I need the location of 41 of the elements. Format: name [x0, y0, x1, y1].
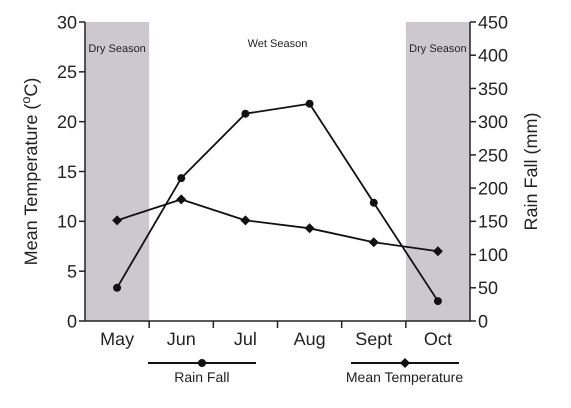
y2-tick-label: 100 — [478, 244, 508, 265]
point — [370, 198, 378, 207]
y-tick-label: 10 — [56, 212, 77, 232]
y2-tick-label: 50 — [478, 278, 498, 298]
point — [432, 246, 443, 256]
band-label: Dry Season — [409, 43, 467, 55]
x-tick-label: Jul — [234, 329, 257, 349]
y2-tick-label: 300 — [478, 112, 508, 132]
y2-tick-label: 450 — [478, 12, 508, 32]
y-tick-label: 0 — [66, 311, 77, 332]
y-tick-label: 30 — [56, 12, 77, 32]
point — [306, 100, 314, 108]
legend-label: Rain Fall — [174, 369, 230, 385]
y-tick-label: 25 — [56, 62, 77, 82]
y-tick-label: 15 — [56, 162, 77, 182]
x-tick-label: Jun — [166, 329, 196, 349]
point — [434, 297, 442, 306]
y2-tick-label: 200 — [478, 178, 508, 198]
x-tick-label: Oct — [424, 329, 452, 349]
band-label: Dry Season — [88, 43, 146, 55]
point — [177, 174, 186, 182]
point — [113, 284, 122, 292]
point — [176, 194, 186, 204]
x-tick-label: Aug — [294, 329, 326, 349]
point — [304, 223, 315, 234]
y2-tick-label: 150 — [478, 212, 508, 232]
y2-tick-label: 0 — [478, 311, 488, 332]
y2-tick-label: 400 — [478, 46, 508, 66]
annotation: Wet Season — [248, 38, 308, 50]
x-tick-label: Sept — [355, 329, 392, 349]
x-tick-label: May — [100, 329, 134, 349]
y-tick-label: 5 — [66, 262, 77, 282]
y2-axis-title: Rain Fall (mm) — [521, 112, 541, 231]
point — [241, 110, 250, 118]
point — [240, 215, 250, 226]
point — [368, 237, 379, 248]
y2-tick-label: 350 — [478, 78, 508, 99]
y-tick-label: 20 — [56, 112, 77, 132]
point — [112, 215, 122, 226]
y2-tick-label: 250 — [478, 145, 508, 166]
legend-label: Mean Temperature — [346, 369, 464, 385]
